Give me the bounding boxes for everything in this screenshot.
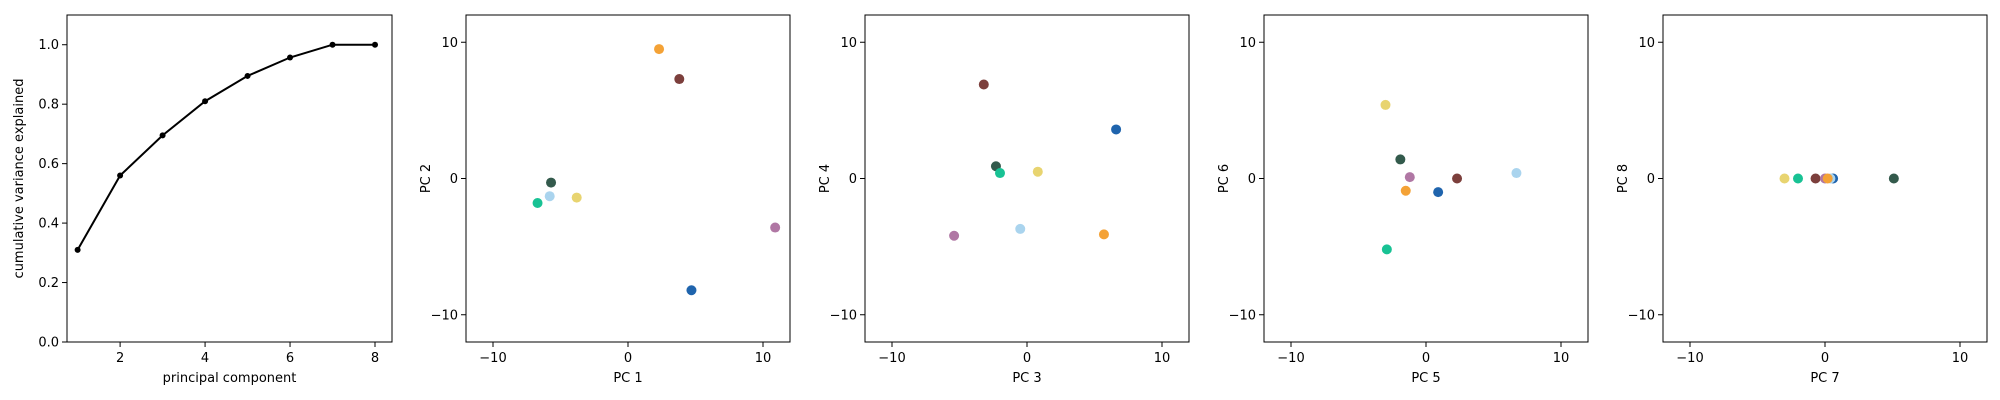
x-tick-label: 0 [1422,351,1430,366]
scatter-point [1810,173,1821,184]
y-axis-label: PC 4 [818,164,833,193]
data-point [117,172,124,179]
x-tick-label: −10 [878,351,905,366]
x-tick-label: 10 [1952,351,1969,366]
axes-frame [1263,14,1589,343]
scatter-point [1381,244,1392,255]
chart-panel-1: 2 4 6 8 0.0 0.2 0.4 0.6 0.8 1.0 principal componen… [12,14,393,386]
scatter-point [995,168,1005,179]
data-point [159,132,166,139]
y-tick-label: 0 [849,172,857,187]
y-tick-label: 10 [441,36,458,51]
scatter-point [546,177,557,188]
x-tick-label: 0 [1023,351,1031,366]
scatter-point [1111,124,1122,135]
y-tick-label: −10 [830,308,857,323]
scatter-point [532,198,543,209]
y-tick-label: −10 [1628,308,1655,323]
scatter-point [544,191,555,202]
scatter-point [1822,173,1833,184]
scatter-point [1793,173,1803,184]
data-point [287,54,294,61]
x-axis-label: PC 5 [1411,371,1440,386]
y-tick-label: 10 [1638,36,1655,51]
x-tick-label: 4 [201,351,209,366]
scatter-point [1400,185,1411,196]
data-point [244,72,251,79]
scatter-point [1380,99,1391,110]
scatter-point [1779,173,1790,184]
scatter-point [1015,223,1026,234]
scatter-point [1511,168,1522,179]
x-axis-label: PC 3 [1012,371,1041,386]
chart-panel-5: −10 0 10 −10 0 10 PC 7 PC 8 [1616,14,1988,386]
series-line-1 [76,43,376,251]
scatter-point [674,74,685,85]
x-tick-label: −10 [1676,351,1703,366]
scatter-point [1888,173,1899,184]
x-tick-label: 10 [1154,351,1171,366]
y-tick-label: 0.0 [38,336,59,351]
data-point [329,41,336,48]
scatter-point [770,222,781,233]
x-axis-label: principal component [163,371,297,386]
axes-frame [66,14,393,343]
x-tick-label: 8 [371,351,379,366]
y-tick-label: 0 [1647,172,1655,187]
chart-panel-2: −10 0 10 −10 0 10 PC 1 PC 2 [419,14,791,386]
y-tick-label: 10 [1239,36,1256,51]
x-tick-label: 0 [624,351,632,366]
scatter-point [1452,173,1463,184]
x-tick-label: −10 [1277,351,1304,366]
scatter-point [1395,154,1406,165]
y-axis-label: PC 6 [1217,164,1232,193]
x-axis-label: PC 7 [1810,371,1839,386]
x-axis-label: PC 1 [613,371,642,386]
scatter-point [1404,172,1415,183]
y-tick-label: 0.2 [38,276,59,291]
y-axis-label: cumulative variance explained [12,79,27,279]
scatter-point [1433,187,1444,198]
y-tick-label: 0 [1248,172,1256,187]
scatter-point [686,285,697,296]
x-tick-label: 0 [1821,351,1829,366]
x-tick-label: 10 [1553,351,1570,366]
chart-panel-4: −10 0 10 −10 0 10 PC 5 PC 6 [1217,14,1589,386]
scatter-point [654,44,665,55]
scatter-point [949,230,960,241]
y-tick-label: −10 [431,308,458,323]
data-point [74,246,81,253]
data-point [372,41,379,48]
x-tick-label: 6 [286,351,294,366]
data-point [202,98,209,105]
y-tick-label: 0 [450,172,458,187]
y-tick-label: 0.6 [38,157,59,172]
axes-frame [465,14,791,343]
axes-frame [1662,14,1988,343]
y-tick-label: 10 [840,36,857,51]
scatter-point [1098,229,1109,240]
y-tick-label: 1.0 [38,38,59,53]
x-tick-label: 10 [755,351,772,366]
chart-panel-3: −10 0 10 −10 0 10 PC 3 PC 4 [818,14,1190,386]
y-tick-label: 0.4 [38,217,59,232]
scatter-point [571,192,582,203]
y-tick-label: −10 [1229,308,1256,323]
y-axis-label: PC 2 [419,164,434,193]
scatter-point [978,79,989,90]
x-tick-label: 2 [116,351,124,366]
y-axis-label: PC 8 [1616,164,1631,193]
axes-frame [864,14,1190,343]
x-tick-label: −10 [479,351,506,366]
scatter-point [1032,166,1043,177]
y-tick-label: 0.8 [38,98,59,113]
